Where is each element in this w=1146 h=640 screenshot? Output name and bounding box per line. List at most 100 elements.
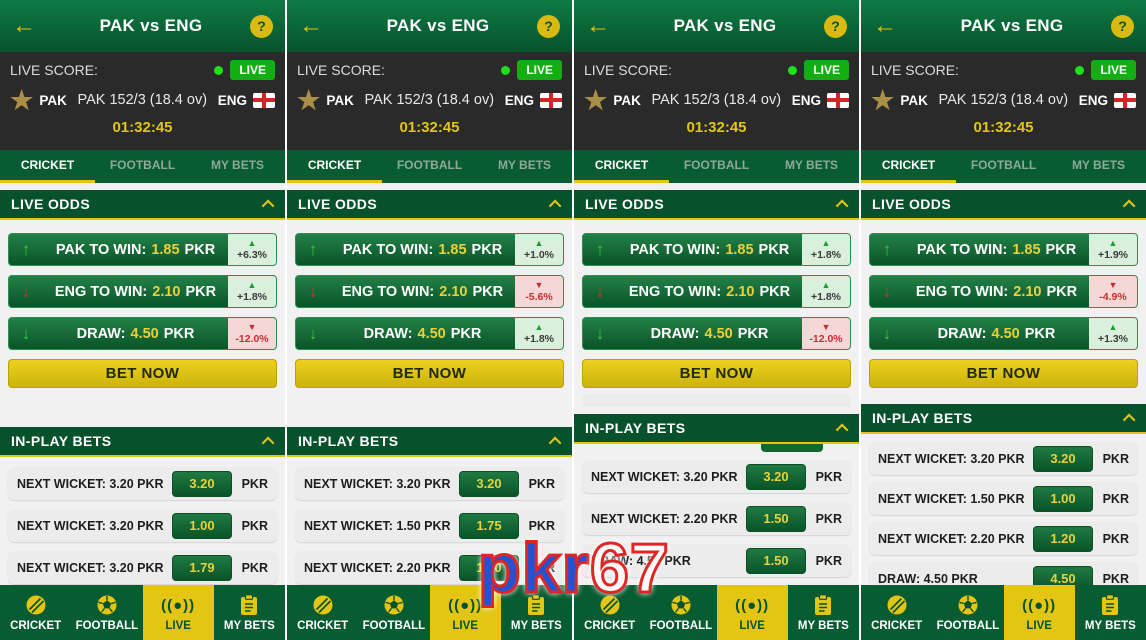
odds-row[interactable]: ↓ DRAW: 4.50 PKR ▼ -12.0% [8,317,277,350]
bet-now-button[interactable]: BET NOW [869,359,1138,388]
in-play-bet-row[interactable]: NEXT WICKET: 3.20 PKR 3.20 PKR [582,460,851,493]
odds-row[interactable]: ↑ PAK TO WIN: 1.85 PKR ▲ +1.0% [295,233,564,266]
bet-odds-value[interactable]: 1.79 [172,554,232,581]
back-arrow-icon[interactable]: ← [299,12,323,39]
back-arrow-icon[interactable]: ← [873,12,897,39]
badge-arrow-icon: ▲ [821,280,831,291]
nav-item-football[interactable]: FOOTBALL [358,585,429,640]
in-play-bet-row[interactable]: NEXT WICKET: 1.50 PKR 1.00 PKR [869,482,1138,515]
tab-my-bets[interactable]: MY BETS [497,158,552,172]
nav-item-live[interactable]: ((●)) LIVE [429,585,501,640]
nav-item-my-bets[interactable]: MY BETS [501,585,572,640]
live-signal-icon: ((●)) [735,596,770,614]
nav-item-cricket[interactable]: CRICKET [574,585,645,640]
in-play-section-header[interactable]: IN-PLAY BETS [861,404,1146,434]
odds-label: ENG TO WIN: [628,283,722,300]
in-play-bets-list: NEXT WICKET: 3.20 PKR 3.20 PKR NEXT WICK… [861,434,1146,595]
tab-cricket[interactable]: CRICKET [287,150,382,183]
odds-row[interactable]: ↓ DRAW: 4.50 PKR ▼ -12.0% [582,317,851,350]
nav-item-football[interactable]: FOOTBALL [71,585,142,640]
tab-cricket[interactable]: CRICKET [0,150,95,183]
in-play-title: IN-PLAY BETS [872,410,973,426]
bet-odds-value[interactable]: 1.20 [459,554,519,581]
help-icon[interactable]: ? [537,14,560,38]
in-play-bet-row[interactable]: NEXT WICKET: 3.20 PKR 1.79 PKR [8,551,277,584]
in-play-bet-row[interactable]: DRAW: 4.50 PKR 1.50 PKR [582,544,851,577]
help-icon[interactable]: ? [824,14,847,38]
odds-row[interactable]: ↓ DRAW: 4.50 PKR ▲ +1.8% [295,317,564,350]
live-dot-icon [501,65,511,75]
live-odds-section-header[interactable]: LIVE ODDS [574,190,859,220]
odds-row[interactable]: ↓ DRAW: 4.50 PKR ▲ +1.3% [869,317,1138,350]
in-play-bet-row[interactable]: NEXT WICKET: 3.20 PKR 1.00 PKR [8,509,277,542]
tab-cricket[interactable]: CRICKET [861,150,956,183]
nav-item-live[interactable]: ((●)) LIVE [1003,585,1075,640]
bet-odds-value[interactable]: 1.75 [459,512,519,539]
in-play-bet-row[interactable]: NEXT WICKET: 3.20 PKR 3.20 PKR [8,467,277,500]
odds-row[interactable]: ↑ PAK TO WIN: 1.85 PKR ▲ +6.3% [8,233,277,266]
bet-odds-value[interactable]: 1.50 [746,505,806,532]
help-icon[interactable]: ? [1111,14,1134,38]
live-odds-section-header[interactable]: LIVE ODDS [861,190,1146,220]
odds-row[interactable]: ↓ ENG TO WIN: 2.10 PKR ▲ +1.8% [8,275,277,308]
football-icon [95,593,119,617]
odds-currency: PKR [185,283,217,300]
back-arrow-icon[interactable]: ← [586,12,610,39]
help-icon[interactable]: ? [250,14,273,38]
in-play-bet-row[interactable]: NEXT WICKET: 3.20 PKR 3.20 PKR [869,442,1138,475]
tab-football[interactable]: FOOTBALL [396,158,463,172]
in-play-bet-row[interactable]: NEXT WICKET: 2.20 PKR 1.20 PKR [295,551,564,584]
currency-label: PKR [1102,571,1129,586]
in-play-section-header[interactable]: IN-PLAY BETS [0,427,285,457]
tab-football[interactable]: FOOTBALL [683,158,750,172]
bet-odds-value[interactable]: 3.20 [746,463,806,490]
bet-odds-value[interactable]: 3.20 [172,470,232,497]
odds-row[interactable]: ↑ PAK TO WIN: 1.85 PKR ▲ +1.8% [582,233,851,266]
nav-item-my-bets[interactable]: MY BETS [788,585,859,640]
tab-football[interactable]: FOOTBALL [970,158,1037,172]
in-play-bets-list: NEXT WICKET: 3.20 PKR 3.20 PKR NEXT WICK… [287,457,572,584]
bet-now-button[interactable]: BET NOW [8,359,277,388]
odds-label: ENG TO WIN: [341,283,435,300]
bet-odds-value[interactable]: 3.20 [1033,445,1093,472]
bet-odds-value[interactable]: 1.00 [1033,485,1093,512]
in-play-section-header[interactable]: IN-PLAY BETS [287,427,572,457]
in-play-section-header[interactable]: IN-PLAY BETS [574,414,859,444]
odds-row[interactable]: ↑ PAK TO WIN: 1.85 PKR ▲ +1.9% [869,233,1138,266]
tab-my-bets[interactable]: MY BETS [784,158,839,172]
scroll-gap [0,388,285,420]
nav-item-my-bets[interactable]: MY BETS [1075,585,1146,640]
badge-arrow-icon: ▼ [821,322,831,333]
odds-row[interactable]: ↓ ENG TO WIN: 2.10 PKR ▲ +1.8% [582,275,851,308]
in-play-bet-row[interactable]: NEXT WICKET: 2.20 PKR 1.50 PKR [582,502,851,535]
nav-item-live[interactable]: ((●)) LIVE [142,585,214,640]
nav-item-live[interactable]: ((●)) LIVE [716,585,788,640]
nav-item-cricket[interactable]: CRICKET [287,585,358,640]
bet-odds-value[interactable]: 3.20 [459,470,519,497]
tab-my-bets[interactable]: MY BETS [210,158,265,172]
in-play-bet-row[interactable]: NEXT WICKET: 1.50 PKR 1.75 PKR [295,509,564,542]
nav-label: CRICKET [10,620,62,632]
odds-row[interactable]: ↓ ENG TO WIN: 2.10 PKR ▼ -4.9% [869,275,1138,308]
back-arrow-icon[interactable]: ← [12,12,36,39]
bet-now-button[interactable]: BET NOW [582,359,851,388]
bet-now-button[interactable]: BET NOW [295,359,564,388]
nav-item-my-bets[interactable]: MY BETS [214,585,285,640]
bet-label: NEXT WICKET: 1.50 PKR [878,491,1025,506]
nav-item-cricket[interactable]: CRICKET [0,585,71,640]
odds-row[interactable]: ↓ ENG TO WIN: 2.10 PKR ▼ -5.6% [295,275,564,308]
live-odds-section-header[interactable]: LIVE ODDS [0,190,285,220]
nav-item-football[interactable]: FOOTBALL [645,585,716,640]
bet-odds-value[interactable]: 1.20 [1033,525,1093,552]
tab-my-bets[interactable]: MY BETS [1071,158,1126,172]
nav-item-cricket[interactable]: CRICKET [861,585,932,640]
live-odds-section-header[interactable]: LIVE ODDS [287,190,572,220]
nav-item-football[interactable]: FOOTBALL [932,585,1003,640]
in-play-bet-row[interactable]: NEXT WICKET: 2.20 PKR 1.20 PKR [869,522,1138,555]
odds-label: ENG TO WIN: [54,283,148,300]
bet-odds-value[interactable]: 1.00 [172,512,232,539]
tab-football[interactable]: FOOTBALL [109,158,176,172]
in-play-bet-row[interactable]: NEXT WICKET: 3.20 PKR 3.20 PKR [295,467,564,500]
tab-cricket[interactable]: CRICKET [574,150,669,183]
bet-odds-value[interactable]: 1.50 [746,547,806,574]
